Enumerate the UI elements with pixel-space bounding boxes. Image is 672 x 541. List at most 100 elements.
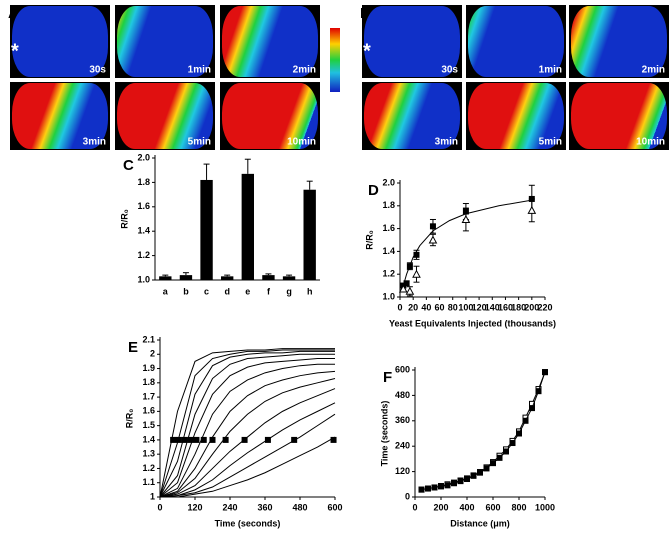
y-tick-label: 480 bbox=[395, 390, 410, 400]
y-tick-label: 1.2 bbox=[137, 250, 150, 260]
marker bbox=[483, 465, 490, 472]
panel-label: F bbox=[383, 369, 392, 386]
marker bbox=[413, 251, 420, 258]
y-tick-label: 1.8 bbox=[137, 177, 150, 187]
marker bbox=[429, 223, 436, 230]
y-tick-label: 240 bbox=[395, 441, 410, 451]
marker bbox=[193, 436, 200, 443]
x-tick-label: g bbox=[286, 286, 292, 296]
series-line bbox=[159, 370, 336, 498]
x-tick-label: 600 bbox=[485, 502, 500, 512]
y-tick-label: 1.8 bbox=[382, 200, 395, 210]
y-tick-label: 1.7 bbox=[142, 391, 155, 401]
marker bbox=[406, 263, 413, 270]
heatmap bbox=[364, 83, 460, 149]
bar bbox=[159, 276, 172, 280]
x-axis-label: Yeast Equivalents Injected (thousands) bbox=[389, 318, 556, 328]
x-axis-label: Distance (μm) bbox=[450, 518, 510, 528]
marker bbox=[490, 460, 496, 467]
marker bbox=[428, 235, 438, 244]
marker bbox=[330, 436, 337, 443]
marker bbox=[170, 436, 177, 443]
series-line bbox=[400, 199, 532, 292]
x-tick-label: 180 bbox=[511, 302, 526, 312]
x-tick-label: 40 bbox=[421, 302, 431, 312]
series-line bbox=[159, 350, 335, 498]
stimulus-marker: * bbox=[363, 40, 371, 62]
bar bbox=[303, 189, 316, 280]
y-tick-label: 1.6 bbox=[137, 201, 150, 211]
y-tick-label: 1.8 bbox=[142, 377, 155, 387]
marker bbox=[431, 484, 438, 491]
y-tick-label: 1 bbox=[150, 491, 155, 501]
x-tick-label: 100 bbox=[458, 302, 473, 312]
bar bbox=[200, 179, 213, 280]
bar bbox=[282, 276, 296, 280]
y-axis-label: R/R₀ bbox=[119, 209, 129, 229]
heatmap bbox=[117, 6, 213, 77]
frame-time: 3min bbox=[83, 137, 106, 148]
marker bbox=[470, 472, 477, 479]
marker bbox=[418, 486, 425, 493]
stimulus-marker: * bbox=[11, 40, 19, 62]
marker bbox=[398, 284, 408, 293]
series-line bbox=[159, 378, 336, 498]
y-tick-label: 2.0 bbox=[382, 177, 395, 187]
frame-time: 2min bbox=[293, 65, 316, 76]
heatmap bbox=[571, 6, 667, 77]
frame-time: 1min bbox=[539, 65, 562, 76]
x-tick-label: 600 bbox=[327, 502, 342, 512]
x-tick-label: 200 bbox=[524, 302, 539, 312]
x-tick-label: 0 bbox=[397, 302, 402, 312]
marker bbox=[451, 480, 457, 487]
marker bbox=[187, 436, 194, 443]
x-axis-label: Time (seconds) bbox=[215, 518, 281, 528]
bar bbox=[241, 173, 254, 280]
frame-time: 2min bbox=[642, 65, 665, 76]
y-tick-label: 1.1 bbox=[142, 477, 155, 487]
series-line bbox=[159, 353, 335, 498]
y-axis-label: R/R₀ bbox=[124, 409, 134, 429]
frame-time: 3min bbox=[435, 137, 458, 148]
x-tick-label: 120 bbox=[187, 502, 202, 512]
series-line bbox=[421, 371, 546, 491]
x-tick-label: 480 bbox=[292, 502, 307, 512]
heatmap bbox=[222, 6, 318, 77]
frame-time: 30s bbox=[89, 65, 106, 76]
bar bbox=[179, 275, 193, 280]
marker bbox=[509, 440, 516, 447]
marker bbox=[425, 485, 431, 492]
x-tick-label: 400 bbox=[459, 502, 474, 512]
y-tick-label: 1.3 bbox=[142, 449, 155, 459]
y-tick-label: 1.2 bbox=[382, 269, 395, 279]
marker bbox=[181, 436, 188, 443]
y-tick-label: 1.0 bbox=[382, 291, 395, 301]
series-line bbox=[159, 348, 335, 498]
x-tick-label: 1000 bbox=[535, 502, 555, 512]
frame-time: 10min bbox=[636, 137, 665, 148]
y-tick-label: 120 bbox=[395, 466, 410, 476]
heatmap bbox=[117, 83, 213, 149]
frame-time: 5min bbox=[539, 137, 562, 148]
x-tick-label: 220 bbox=[537, 302, 552, 312]
bar bbox=[262, 275, 275, 280]
frame-time: 30s bbox=[441, 65, 458, 76]
x-tick-label: b bbox=[183, 286, 189, 296]
y-tick-label: 1.2 bbox=[142, 463, 155, 473]
marker bbox=[527, 205, 537, 214]
marker bbox=[542, 369, 548, 376]
y-tick-label: 1.4 bbox=[382, 246, 395, 256]
x-tick-label: e bbox=[245, 286, 250, 296]
marker bbox=[477, 469, 483, 476]
color-bar bbox=[330, 28, 340, 92]
x-tick-label: 0 bbox=[412, 502, 417, 512]
y-tick-label: 1.9 bbox=[142, 363, 155, 373]
marker bbox=[444, 482, 451, 489]
y-tick-label: 1.0 bbox=[137, 274, 150, 284]
y-tick-label: 1.4 bbox=[137, 226, 150, 236]
y-tick-label: 600 bbox=[395, 364, 410, 374]
marker bbox=[457, 478, 464, 485]
frame-time: 5min bbox=[188, 137, 211, 148]
y-axis-label: Time (seconds) bbox=[379, 401, 389, 467]
